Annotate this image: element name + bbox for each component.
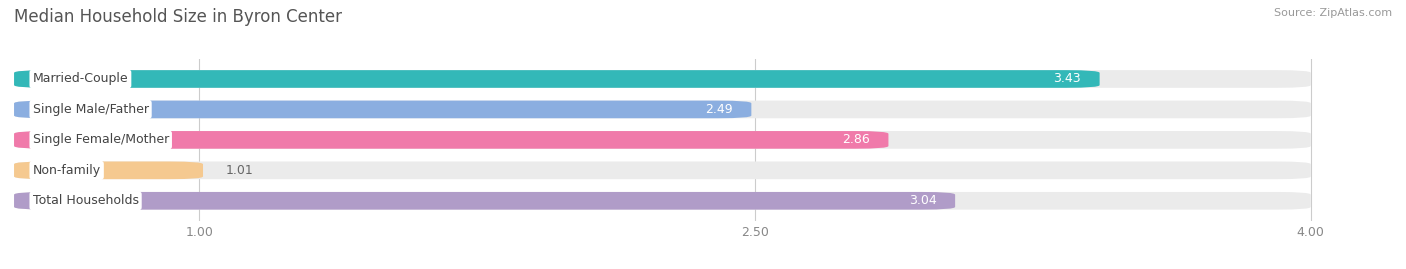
Text: Single Female/Mother: Single Female/Mother bbox=[32, 133, 169, 146]
Text: Married-Couple: Married-Couple bbox=[32, 72, 128, 86]
FancyBboxPatch shape bbox=[14, 131, 889, 149]
Text: Total Households: Total Households bbox=[32, 194, 139, 207]
Text: Non-family: Non-family bbox=[32, 164, 101, 177]
Text: 3.04: 3.04 bbox=[908, 194, 936, 207]
Text: Median Household Size in Byron Center: Median Household Size in Byron Center bbox=[14, 8, 342, 26]
FancyBboxPatch shape bbox=[14, 192, 955, 210]
Text: 1.01: 1.01 bbox=[225, 164, 253, 177]
FancyBboxPatch shape bbox=[14, 161, 202, 179]
FancyBboxPatch shape bbox=[14, 101, 1310, 118]
FancyBboxPatch shape bbox=[14, 161, 1310, 179]
Text: Single Male/Father: Single Male/Father bbox=[32, 103, 149, 116]
FancyBboxPatch shape bbox=[14, 70, 1099, 88]
FancyBboxPatch shape bbox=[14, 192, 1310, 210]
Text: 2.49: 2.49 bbox=[706, 103, 733, 116]
Text: 3.43: 3.43 bbox=[1053, 72, 1081, 86]
Text: 2.86: 2.86 bbox=[842, 133, 870, 146]
Text: Source: ZipAtlas.com: Source: ZipAtlas.com bbox=[1274, 8, 1392, 18]
FancyBboxPatch shape bbox=[14, 70, 1310, 88]
FancyBboxPatch shape bbox=[14, 101, 751, 118]
FancyBboxPatch shape bbox=[14, 131, 1310, 149]
